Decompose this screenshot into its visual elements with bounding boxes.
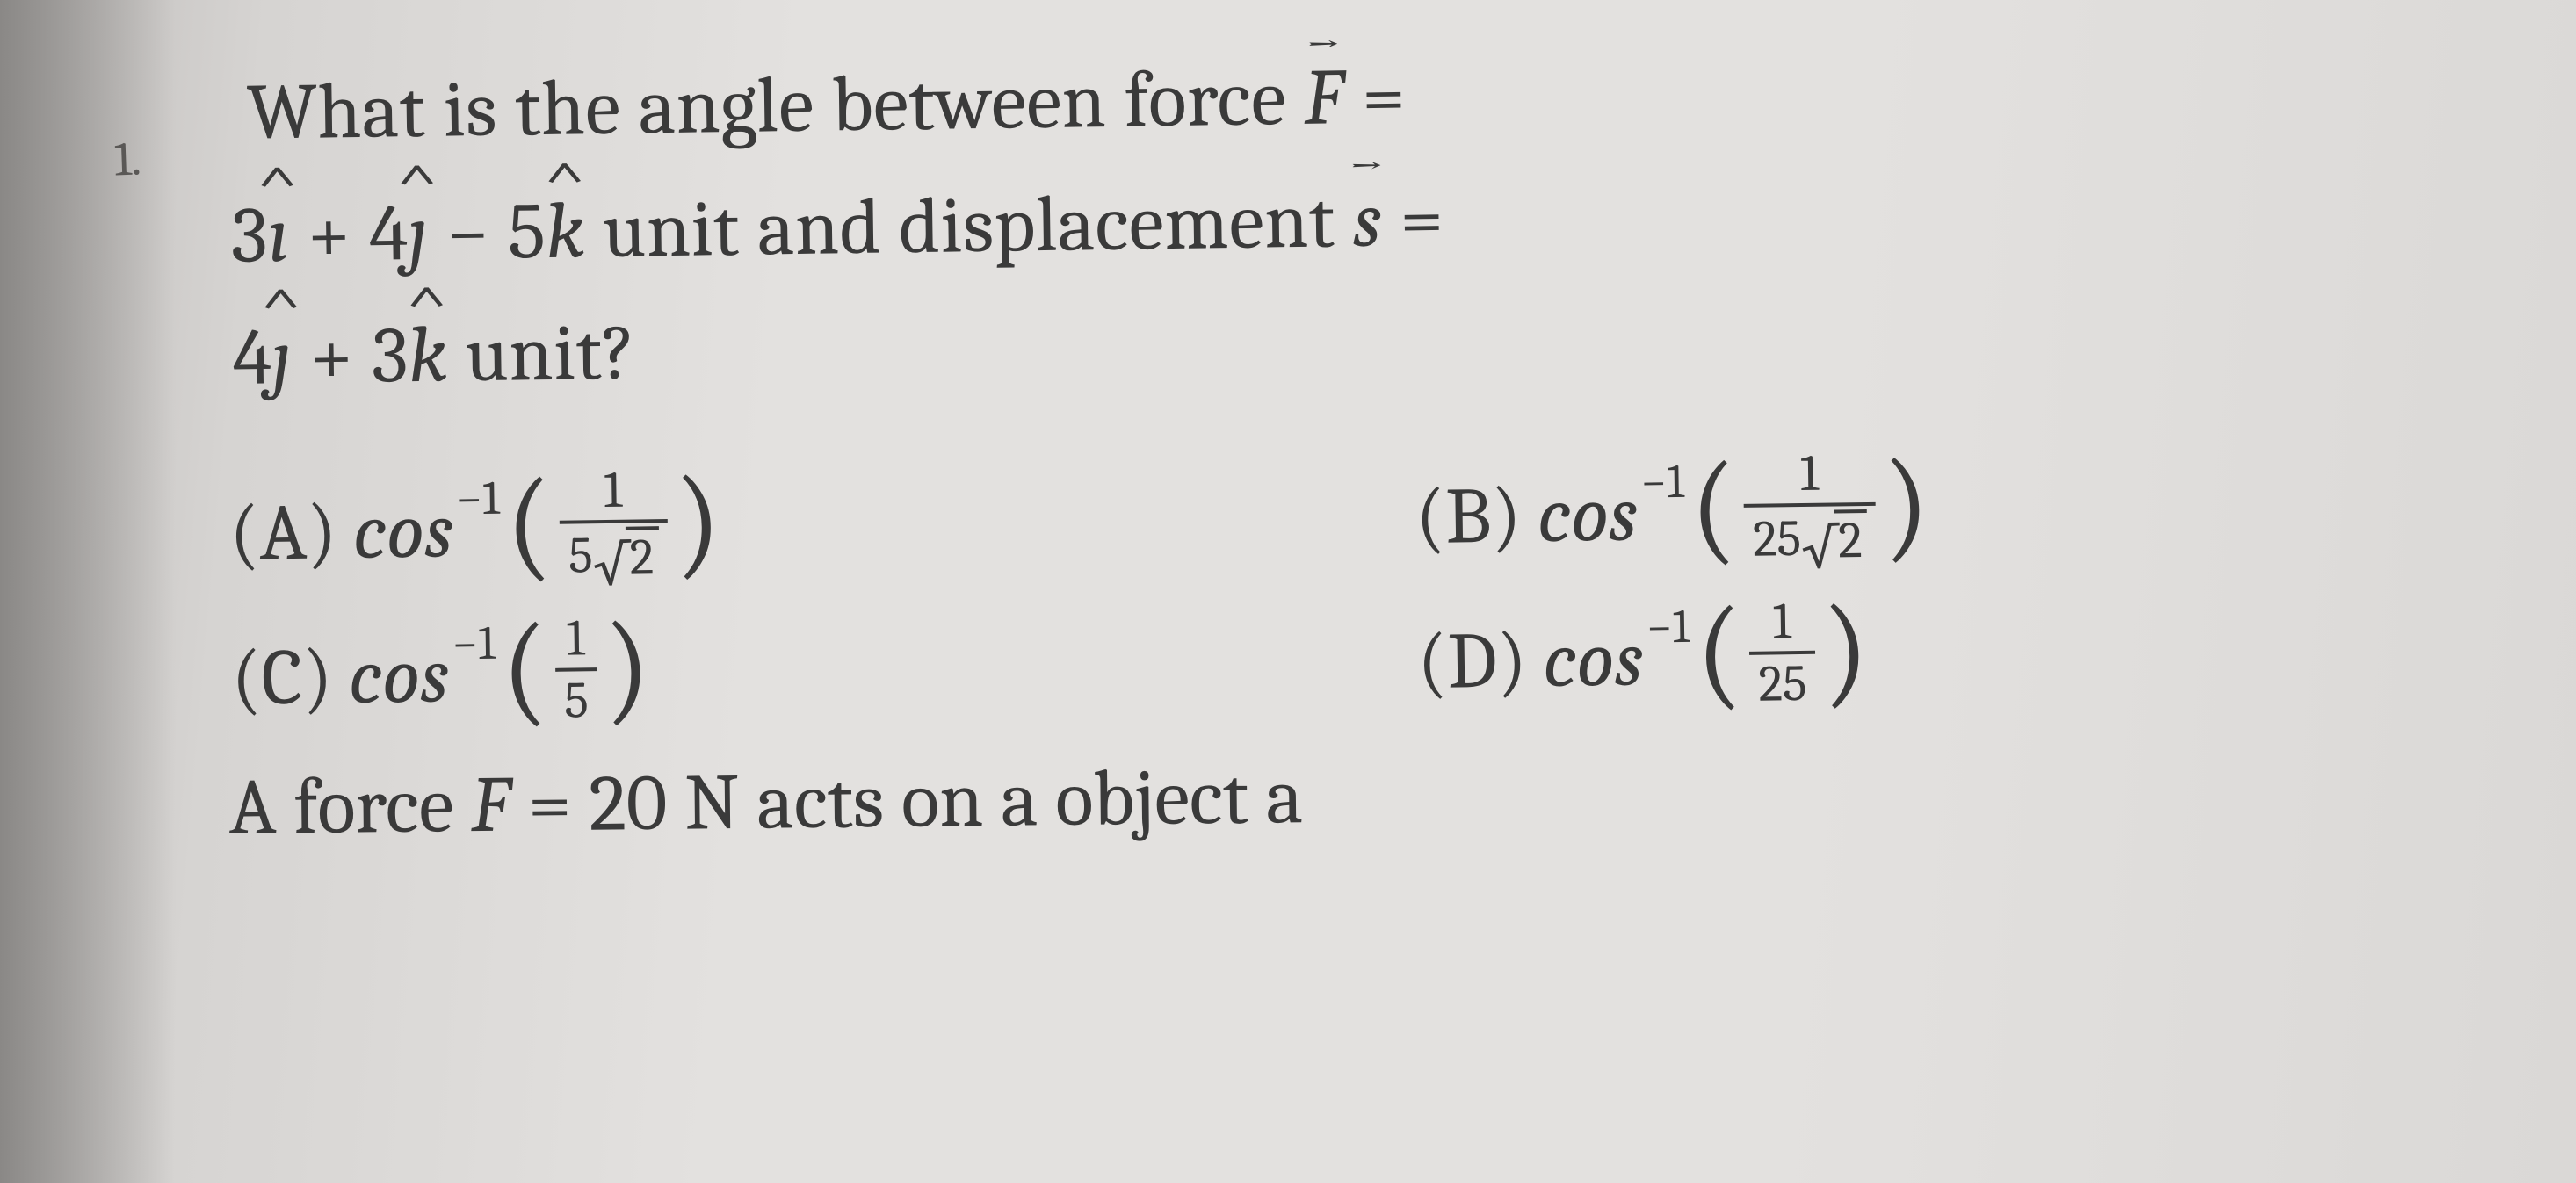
inverse-exponent: −1 <box>1646 598 1690 654</box>
cos-text: cos <box>1542 613 1644 706</box>
square-root: √ 2 <box>592 526 659 586</box>
k-hat: k <box>545 170 585 293</box>
option-label: (C) <box>231 631 334 725</box>
inverse-exponent: −1 <box>456 471 500 527</box>
cos-text: cos <box>352 485 454 578</box>
option-d: (D) cos−1 ( 1 25 ) <box>1416 597 1870 719</box>
close-paren: ) <box>674 479 722 566</box>
option-c: (C) cos−1 ( 1 5 ) <box>230 603 1418 736</box>
stem-text: + 3 <box>291 310 409 403</box>
fraction: 1 5 √ 2 <box>559 464 669 586</box>
stem-text: = <box>1343 51 1407 143</box>
den-coef: 25 <box>1753 512 1802 566</box>
option-expression: cos−1 ( 1 25 ) <box>1542 597 1870 718</box>
fraction: 1 25 <box>1748 595 1816 711</box>
next-question-partial: A force F = 20 N acts on a object a <box>228 739 2471 854</box>
options-block: (A) cos−1 ( 1 5 √ 2 ) <box>228 442 2474 736</box>
cos-text: cos <box>348 630 450 723</box>
question-stem: What is the angle between force F = 3ı +… <box>228 21 2476 420</box>
option-a: (A) cos−1 ( 1 5 √ 2 ) <box>228 457 1416 595</box>
radical-icon: √ <box>1801 525 1839 571</box>
radicand: 2 <box>1834 509 1868 567</box>
close-paren: ) <box>1882 461 1930 548</box>
radical-icon: √ <box>592 542 630 588</box>
inverse-exponent: −1 <box>1640 454 1684 510</box>
denominator: 25 √ 2 <box>1744 501 1877 569</box>
options-row-2: (C) cos−1 ( 1 5 ) (D) cos−1 ( 1 <box>230 589 2474 736</box>
fraction: 1 5 <box>554 611 597 727</box>
force-vector-symbol: F <box>1304 37 1345 160</box>
numerator: 1 <box>595 464 632 519</box>
den-coef: 5 <box>568 530 593 583</box>
options-row-1: (A) cos−1 ( 1 5 √ 2 ) <box>228 442 2472 594</box>
option-expression: cos−1 ( 1 5 √ 2 ) <box>352 466 722 593</box>
open-paren: ( <box>501 625 549 712</box>
j-hat: ȷ <box>271 297 293 420</box>
scanned-page: 1. What is the angle between force F = 3… <box>0 0 2576 1183</box>
open-paren: ( <box>1690 464 1738 551</box>
tail-text: A force <box>228 760 472 854</box>
option-label: (D) <box>1416 615 1527 708</box>
option-b: (B) cos−1 ( 1 25 √ 2 ) <box>1415 449 1931 577</box>
displacement-vector-symbol: s <box>1352 159 1383 282</box>
stem-text: = <box>1381 173 1444 265</box>
question-number: 1. <box>113 131 142 187</box>
denominator: 5 <box>555 667 598 728</box>
option-expression: cos−1 ( 1 25 √ 2 ) <box>1537 449 1931 575</box>
inverse-exponent: −1 <box>452 615 496 671</box>
stem-text: + 4 <box>288 188 409 281</box>
denominator: 5 √ 2 <box>560 518 669 586</box>
stem-text: unit and displacement <box>584 175 1353 277</box>
k-hat: k <box>408 295 448 418</box>
stem-text: unit? <box>447 307 637 401</box>
fraction: 1 25 √ 2 <box>1743 446 1877 569</box>
page-binding-shadow <box>0 0 176 1183</box>
cos-text: cos <box>1537 468 1639 561</box>
open-paren: ( <box>504 480 553 567</box>
option-label: (A) <box>228 487 337 580</box>
force-scalar-symbol: F <box>471 760 511 851</box>
open-paren: ( <box>1695 609 1743 696</box>
option-expression: cos−1 ( 1 5 ) <box>348 615 652 735</box>
numerator: 1 <box>557 612 594 667</box>
numerator: 1 <box>1763 595 1800 650</box>
numerator: 1 <box>1791 447 1827 502</box>
tail-text: = 20 N acts on a object a <box>510 751 1303 850</box>
square-root: √ 2 <box>1801 509 1868 568</box>
denominator: 25 <box>1749 650 1816 711</box>
radicand: 2 <box>626 526 659 585</box>
close-paren: ) <box>1821 607 1870 694</box>
close-paren: ) <box>604 624 652 711</box>
option-label: (B) <box>1415 470 1522 563</box>
